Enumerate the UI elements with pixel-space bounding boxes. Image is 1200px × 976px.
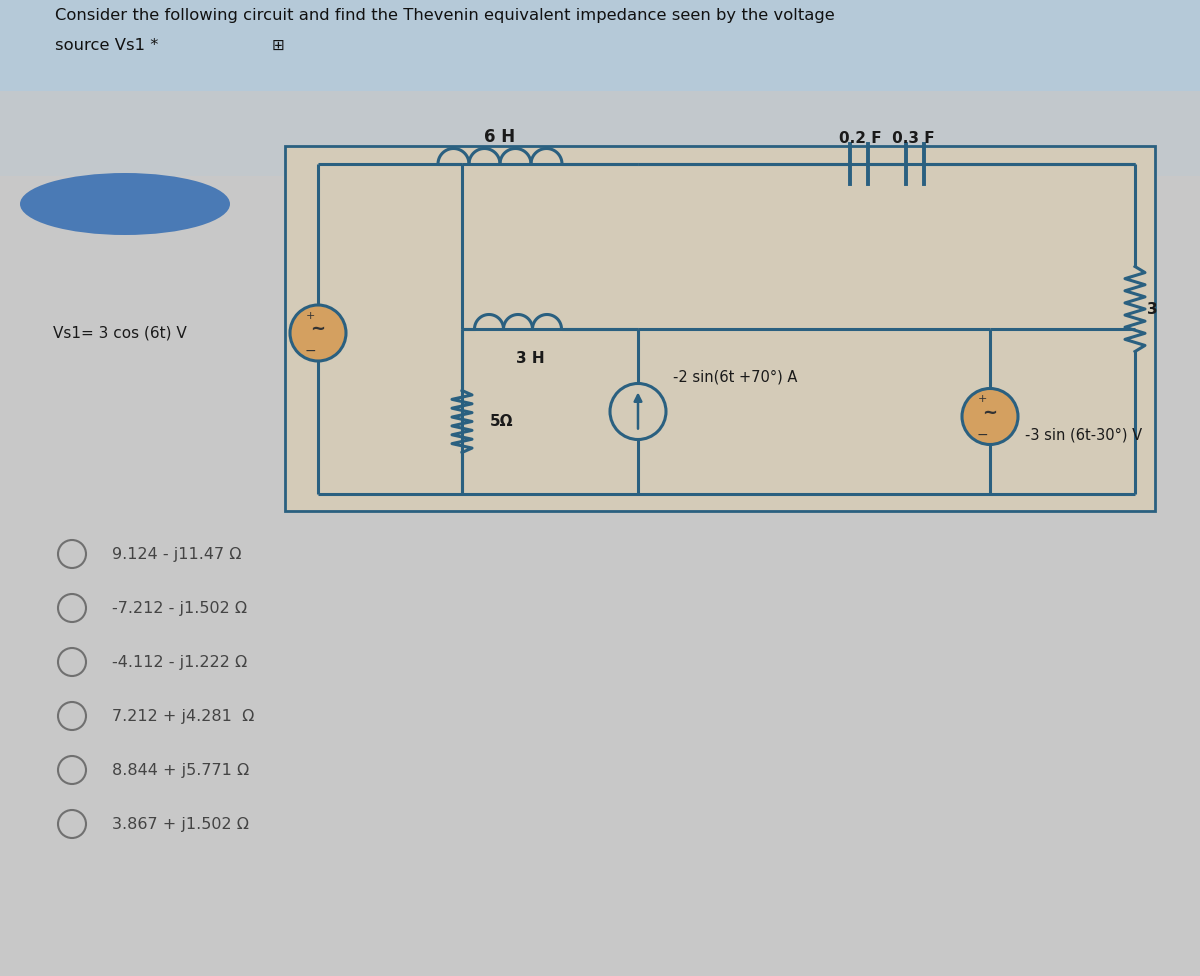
Text: ~: ~ bbox=[311, 320, 325, 338]
Text: −: − bbox=[304, 344, 316, 358]
Text: 5Ω: 5Ω bbox=[490, 414, 514, 429]
Text: +: + bbox=[977, 394, 986, 404]
Text: -4.112 - j1.222 Ω: -4.112 - j1.222 Ω bbox=[112, 655, 247, 670]
Text: 8.844 + j5.771 Ω: 8.844 + j5.771 Ω bbox=[112, 762, 250, 778]
Text: -2 sin(6t +70°) A: -2 sin(6t +70°) A bbox=[673, 369, 797, 384]
Text: +: + bbox=[305, 311, 314, 321]
Text: ⊞: ⊞ bbox=[272, 38, 284, 53]
FancyBboxPatch shape bbox=[0, 91, 1200, 176]
FancyBboxPatch shape bbox=[286, 146, 1154, 511]
Text: 3: 3 bbox=[1147, 302, 1158, 316]
Text: 3.867 + j1.502 Ω: 3.867 + j1.502 Ω bbox=[112, 817, 250, 832]
Text: source Vs1 *: source Vs1 * bbox=[55, 38, 158, 53]
Circle shape bbox=[610, 384, 666, 439]
Text: 3 H: 3 H bbox=[516, 351, 545, 366]
Ellipse shape bbox=[20, 173, 230, 235]
Text: Consider the following circuit and find the Thevenin equivalent impedance seen b: Consider the following circuit and find … bbox=[55, 8, 835, 23]
Circle shape bbox=[290, 305, 346, 361]
Text: ~: ~ bbox=[983, 403, 997, 422]
Text: -7.212 - j1.502 Ω: -7.212 - j1.502 Ω bbox=[112, 600, 247, 616]
Text: 6 H: 6 H bbox=[485, 128, 516, 146]
Text: Vs1= 3 cos (6t) V: Vs1= 3 cos (6t) V bbox=[53, 326, 187, 341]
Text: -3 sin (6t-30°) V: -3 sin (6t-30°) V bbox=[1025, 427, 1142, 442]
Circle shape bbox=[962, 388, 1018, 444]
Text: 9.124 - j11.47 Ω: 9.124 - j11.47 Ω bbox=[112, 547, 241, 561]
Text: 7.212 + j4.281  Ω: 7.212 + j4.281 Ω bbox=[112, 709, 254, 723]
FancyBboxPatch shape bbox=[0, 0, 1200, 91]
Text: 0.2 F  0.3 F: 0.2 F 0.3 F bbox=[839, 131, 935, 146]
Text: −: − bbox=[976, 427, 988, 441]
